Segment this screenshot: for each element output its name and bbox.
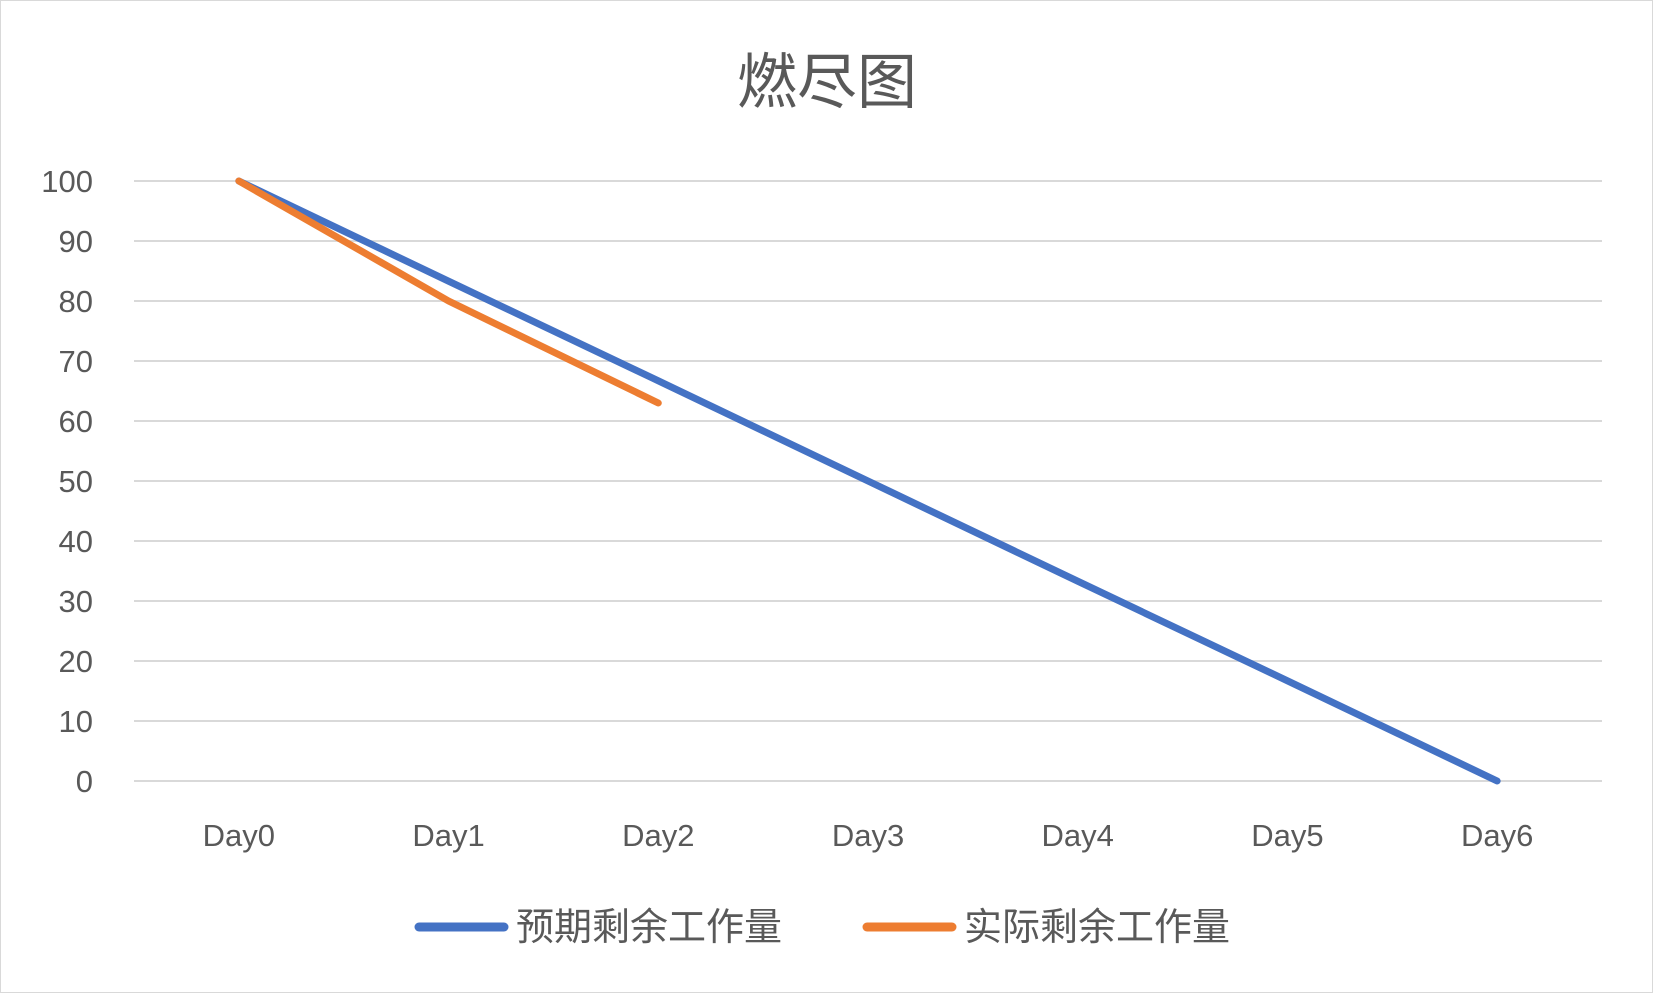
chart-title: 燃尽图 [737, 48, 917, 118]
x-tick-label: Day2 [622, 818, 694, 853]
x-tick-label: Day3 [832, 818, 904, 853]
x-tick-label: Day5 [1251, 818, 1323, 853]
legend-label-1: 实际剩余工作量 [964, 905, 1230, 949]
x-tick-label: Day6 [1461, 818, 1533, 853]
x-axis-ticks: Day0 Day1 Day2 Day3 Day4 Day5 Day6 [203, 818, 1534, 853]
series-lines [235, 177, 1501, 785]
x-tick-label: Day0 [203, 818, 275, 853]
series-line-0 [235, 177, 1501, 785]
y-tick-label: 40 [59, 524, 93, 559]
y-tick-label: 80 [59, 284, 93, 319]
y-tick-label: 30 [59, 584, 93, 619]
y-tick-label: 0 [76, 764, 93, 799]
y-tick-label: 60 [59, 404, 93, 439]
series-line-1 [235, 177, 662, 407]
x-tick-label: Day1 [412, 818, 484, 853]
y-axis-ticks: 0 10 20 30 40 50 60 70 80 90 100 [41, 164, 93, 799]
y-tick-label: 100 [41, 164, 93, 199]
legend: 预期剩余工作量 实际剩余工作量 [414, 905, 1230, 949]
y-tick-label: 20 [59, 644, 93, 679]
legend-label-0: 预期剩余工作量 [516, 905, 782, 949]
y-tick-label: 50 [59, 464, 93, 499]
y-tick-label: 10 [59, 704, 93, 739]
y-tick-label: 70 [59, 344, 93, 379]
y-tick-label: 90 [59, 224, 93, 259]
x-tick-label: Day4 [1042, 818, 1114, 853]
